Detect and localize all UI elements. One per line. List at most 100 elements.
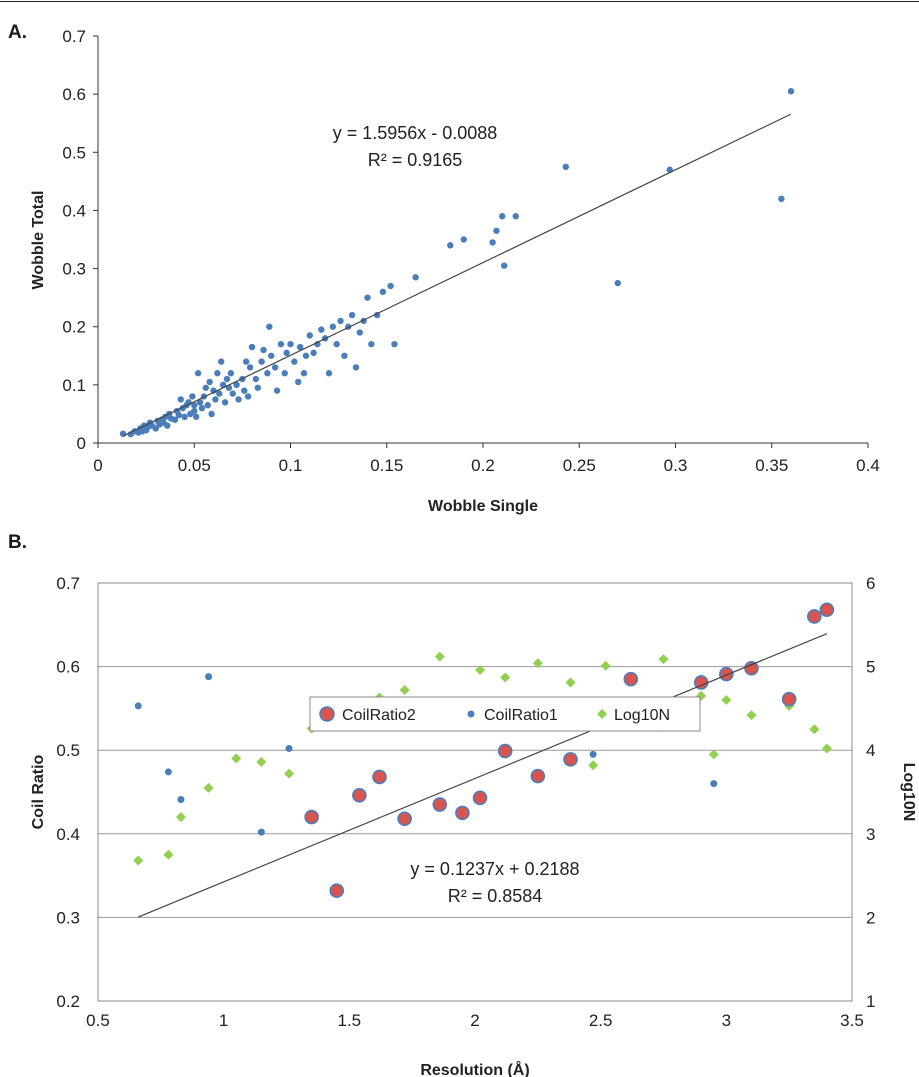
panel-b-coilratio2-point (719, 666, 734, 682)
panel-a-data-point (787, 88, 795, 95)
panel-b-coilratio1-point (205, 673, 213, 681)
panel-b-log10n-point (256, 756, 267, 767)
panel-a-data-point (356, 329, 363, 336)
panel-a-data-point (233, 381, 240, 389)
panel-b-log10n-point (231, 753, 242, 764)
panel-b-coilratio2-point (455, 805, 470, 821)
panel-a-x-tick-label: 0.2 (471, 456, 495, 475)
panel-a-y-tick-label: 0.5 (62, 143, 86, 162)
panel-b-log10n-point (434, 651, 445, 662)
panel-a-data-point (227, 370, 235, 377)
panel-b-x-ticks: 0.5 1 1.5 2 2.5 3 3.5 (86, 1011, 864, 1030)
panel-a-data-point (246, 364, 254, 371)
panel-a-data-point (387, 282, 394, 290)
legend-label-coilratio1: CoilRatio1 (484, 707, 558, 724)
panel-a-y-tick-label: 0.4 (62, 201, 86, 220)
panel-a-data-point (271, 364, 279, 371)
panel-a-data-point (189, 393, 196, 400)
panel-a-data-point (235, 396, 242, 403)
panel-a-data-point (512, 213, 519, 220)
panel-a-data-point (152, 425, 159, 432)
panel-a-data-point (778, 195, 785, 202)
panel-a-data-point (206, 378, 213, 386)
panel-a-data-point (562, 163, 569, 171)
legend-marker-coilratio1 (467, 710, 475, 718)
panel-b-left-y-tick-label: 0.6 (56, 658, 80, 677)
panel-b-coilratio2-point (329, 883, 345, 898)
panel-a-data-point (266, 323, 273, 330)
panel-a-data-point (258, 358, 265, 365)
panel-a-data-point (368, 340, 375, 348)
panel-b-coilratio2-point (623, 671, 639, 687)
panel-a-data-point (191, 402, 198, 409)
panel-a-data-point (302, 352, 310, 359)
panel-a-trendline (122, 113, 792, 437)
panel-a-data-point (164, 422, 171, 429)
panel-b-x-axis-title: Resolution (Å) (420, 1060, 529, 1077)
panel-a-data-point (460, 236, 467, 243)
panel-a-label: A. (8, 22, 27, 43)
panel-b-equation: y = 0.1237x + 0.2188 (410, 859, 579, 879)
panel-b-coilratio2-point (530, 768, 546, 784)
panel-b-plot-frame (97, 582, 853, 1002)
panel-a-data-point (244, 393, 252, 400)
panel-b-log10n-point (588, 760, 599, 771)
panel-b-log10n-point (821, 743, 832, 754)
panel-a-data-point (493, 227, 500, 234)
panel-a-data-point (300, 370, 308, 377)
panel-b-log10n-point (399, 685, 410, 696)
panel-b-left-y-axis-title: Coil Ratio (30, 754, 47, 829)
panel-b-right-y-tick-label: 4 (866, 741, 875, 760)
panel-a-data-point (295, 378, 302, 386)
panel-b-log10n-point (658, 654, 669, 665)
panel-b-log10n-point (600, 660, 611, 671)
panel-a-x-tick-label: 0 (93, 456, 102, 475)
panel-b-coilratio2-point (497, 743, 513, 759)
panel-a-data-point (306, 332, 313, 339)
panel-a-data-point (499, 213, 506, 220)
panel-a-data-point (229, 390, 236, 397)
panel-a-chart: A. 0 0.1 0.2 0.3 0.4 0.5 0.6 0.7 0 0.05 0.1 0.15 0.… (8, 22, 880, 515)
panel-a-data-point (177, 396, 184, 403)
panel-b-right-y-tick-label: 5 (866, 658, 875, 677)
panel-a-data-point (192, 413, 200, 421)
panel-b-left-y-tick-label: 0.2 (56, 992, 80, 1011)
panel-a-data-point (194, 370, 202, 377)
panel-a-data-point (489, 239, 496, 246)
legend-marker-log10n (597, 709, 607, 719)
panel-b-coilratio1-point (177, 796, 185, 804)
panel-b-coilratio1-point (589, 750, 597, 758)
panel-b-log10n-point (708, 749, 719, 760)
panel-b-coilratio2-point (781, 691, 797, 707)
panel-b-log10n-point (532, 658, 543, 669)
panel-b-right-y-tick-label: 6 (866, 574, 875, 593)
panel-a-x-tick-label: 0.1 (279, 456, 303, 475)
panel-a-data-point (329, 323, 337, 330)
panel-b-coilratio2-point (432, 797, 448, 812)
panel-b-right-y-tick-label: 3 (866, 825, 875, 844)
panel-a-data-point (268, 352, 275, 359)
panel-b-log10n-point (133, 855, 144, 866)
panel-b-x-tick-label: 3 (722, 1011, 731, 1030)
panel-a-data-point (614, 279, 621, 287)
panel-a-data-point (252, 375, 260, 383)
panel-b-coilratio1-point (285, 745, 293, 753)
panel-b-left-y-tick-label: 0.7 (56, 574, 80, 593)
panel-b-left-y-ticks: 0.2 0.3 0.4 0.5 0.6 0.7 (56, 574, 80, 1011)
panel-a-data-point (281, 370, 288, 377)
panel-b-log10n-point (809, 724, 820, 735)
legend-box (309, 696, 701, 732)
panel-a-data-point (204, 402, 211, 409)
panel-b-trendline (137, 633, 828, 918)
panel-a-data-point (264, 370, 271, 377)
panel-a-data-point (318, 326, 325, 333)
panel-a-data-point (223, 375, 231, 383)
panel-a-y-tick-label: 0.2 (62, 318, 86, 337)
panel-a-x-tick-label: 0.3 (664, 456, 688, 475)
panel-b-label: B. (8, 532, 27, 553)
panel-b-log10n-point (203, 782, 214, 793)
panel-a-data-point (241, 387, 248, 394)
panel-a-y-tick-label: 0.3 (62, 260, 86, 279)
top-border-line (0, 1, 919, 2)
